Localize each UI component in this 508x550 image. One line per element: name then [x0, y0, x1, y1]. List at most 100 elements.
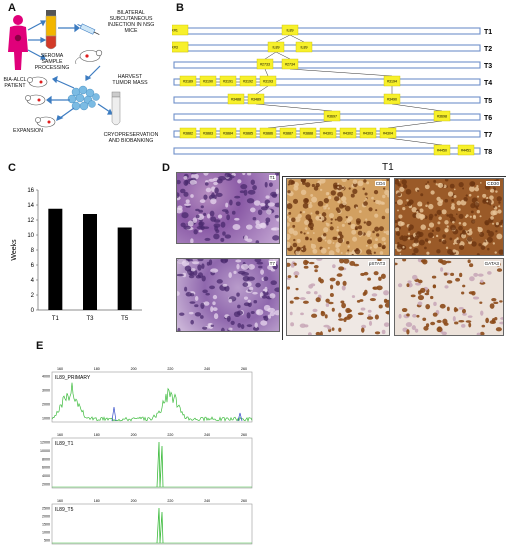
panel-letter-a: A	[8, 2, 16, 14]
ihc-texture-cd30	[395, 179, 503, 255]
passage-node-label: #3190	[203, 79, 213, 83]
passage-node-label: #3885	[243, 131, 253, 135]
passage-node	[199, 127, 217, 139]
passage-node	[299, 127, 317, 139]
ihc-texture-pstat3	[287, 259, 389, 335]
y-tick-label: 0	[31, 308, 35, 314]
passage-node-label: #3194	[387, 79, 397, 83]
passage-node-label: #4303	[363, 131, 373, 135]
trace-x-tick: 200	[131, 433, 137, 437]
passage-node-label: #4450	[437, 148, 447, 152]
trace-y-tick: 8000	[42, 457, 50, 461]
passage-node	[172, 41, 189, 53]
tumor-mass	[67, 85, 100, 111]
panel-letter-d: D	[162, 162, 170, 174]
trace-y-tick: 10000	[40, 449, 50, 453]
passage-label-t5: T5	[484, 98, 492, 105]
label-patient: BIA-ALCL PATIENT	[3, 77, 27, 89]
passage-node-label: #2734	[285, 62, 295, 66]
passage-node	[383, 75, 401, 87]
trace-frame	[51, 503, 253, 545]
trace-x-tick: 260	[241, 499, 247, 503]
passage-node-label: #3193	[263, 79, 273, 83]
clonal-peak	[156, 507, 164, 544]
passage-node	[433, 110, 451, 122]
trace-frame	[51, 371, 253, 423]
passage-label-t2: T2	[484, 46, 492, 53]
trace-x-tick: 240	[204, 433, 210, 437]
passage-node-label: #4451	[461, 148, 471, 152]
cryo-tube-icon	[111, 91, 121, 126]
passage-label-t7: T7	[484, 132, 492, 139]
passage-node	[281, 24, 299, 36]
passage-node	[172, 24, 189, 36]
mouse-icon-expansion-3	[35, 116, 56, 128]
passage-node-label: #4302	[343, 131, 353, 135]
panel-d-histology: T1 T1 T7 CD4 CD30 pSTAT3 GATA3	[172, 162, 506, 340]
syringe-icon	[77, 23, 100, 35]
passage-node	[339, 127, 357, 139]
ihc-texture-gata3	[395, 259, 503, 335]
y-axis-label: Weeks	[11, 239, 18, 261]
passage-node-label: IL89	[301, 45, 308, 49]
trace-x-tick: 180	[94, 499, 100, 503]
x-tick-label: T1	[52, 316, 60, 322]
trace-y-tick: 2000	[42, 483, 50, 487]
y-tick-label: 8	[31, 248, 35, 254]
trace-y-tick: 4000	[42, 375, 50, 379]
passage-node-label: #2733	[260, 62, 270, 66]
passage-label-t1: T1	[484, 29, 492, 36]
trace-y-tick: 12000	[40, 441, 50, 445]
y-tick-label: 14	[27, 203, 34, 209]
passage-node-label: #3884	[223, 131, 233, 135]
trace-x-tick: 200	[131, 367, 137, 371]
trace-x-tick: 160	[57, 433, 63, 437]
he-tile-t7: T7	[176, 258, 280, 332]
y-tick-label: 12	[27, 218, 34, 224]
passage-node-label: #3888	[303, 131, 313, 135]
panel-letter-e: E	[36, 340, 44, 352]
passage-node	[259, 75, 277, 87]
tile-label-gata3: GATA3	[483, 261, 500, 266]
passage-node-label: MSK#3	[172, 45, 178, 49]
passage-node-label: #4301	[323, 131, 333, 135]
passage-node-label: #3488	[231, 97, 241, 101]
passage-node	[179, 127, 197, 139]
mouse-icon-expansion-1	[27, 76, 48, 88]
ihc-texture-cd4	[287, 179, 389, 255]
trace-x-tick: 180	[94, 433, 100, 437]
passage-label-t8: T8	[484, 149, 492, 156]
passage-node-label: #3697	[327, 114, 337, 118]
passage-node	[281, 58, 299, 70]
passage-node	[219, 127, 237, 139]
trace-y-tick: 1000	[42, 531, 50, 535]
passage-node	[295, 41, 313, 53]
ihc-tile-pstat3: pSTAT3	[286, 258, 390, 336]
passage-node	[319, 127, 337, 139]
passage-node-label: #3698	[437, 114, 447, 118]
passage-node-label: IL89	[273, 45, 280, 49]
test-tube	[45, 10, 57, 50]
clonal-peak	[156, 441, 164, 488]
y-tick-label: 16	[27, 188, 34, 194]
trace-frame	[51, 437, 253, 489]
passage-node-label: #3191	[223, 79, 233, 83]
passage-node-label: #3490	[387, 97, 397, 101]
passage-node-label: IL89	[287, 28, 294, 32]
panel-c-bar-chart: 0 2 4 6 8 10 12 14 16 T1 T3 T5 Weeks	[11, 188, 142, 322]
passage-node	[239, 75, 257, 87]
passage-bar-t5	[173, 96, 481, 104]
panel-d-header: T1	[382, 162, 394, 173]
mouse-icon-injection	[75, 49, 103, 65]
passage-bar-t4	[173, 78, 481, 86]
workflow-illustration	[8, 10, 121, 128]
trace-y-tick: 1000	[42, 417, 50, 421]
passage-node	[247, 93, 265, 105]
passage-node	[267, 41, 285, 53]
passage-bar-t1	[173, 27, 481, 35]
trace-y-tick: 1500	[42, 523, 50, 527]
tile-label-cd4: CD4	[374, 181, 386, 186]
passage-node-label: MSK#1	[172, 28, 178, 32]
he-texture-t1	[177, 173, 279, 243]
trace-y-tick: 2000	[42, 403, 50, 407]
